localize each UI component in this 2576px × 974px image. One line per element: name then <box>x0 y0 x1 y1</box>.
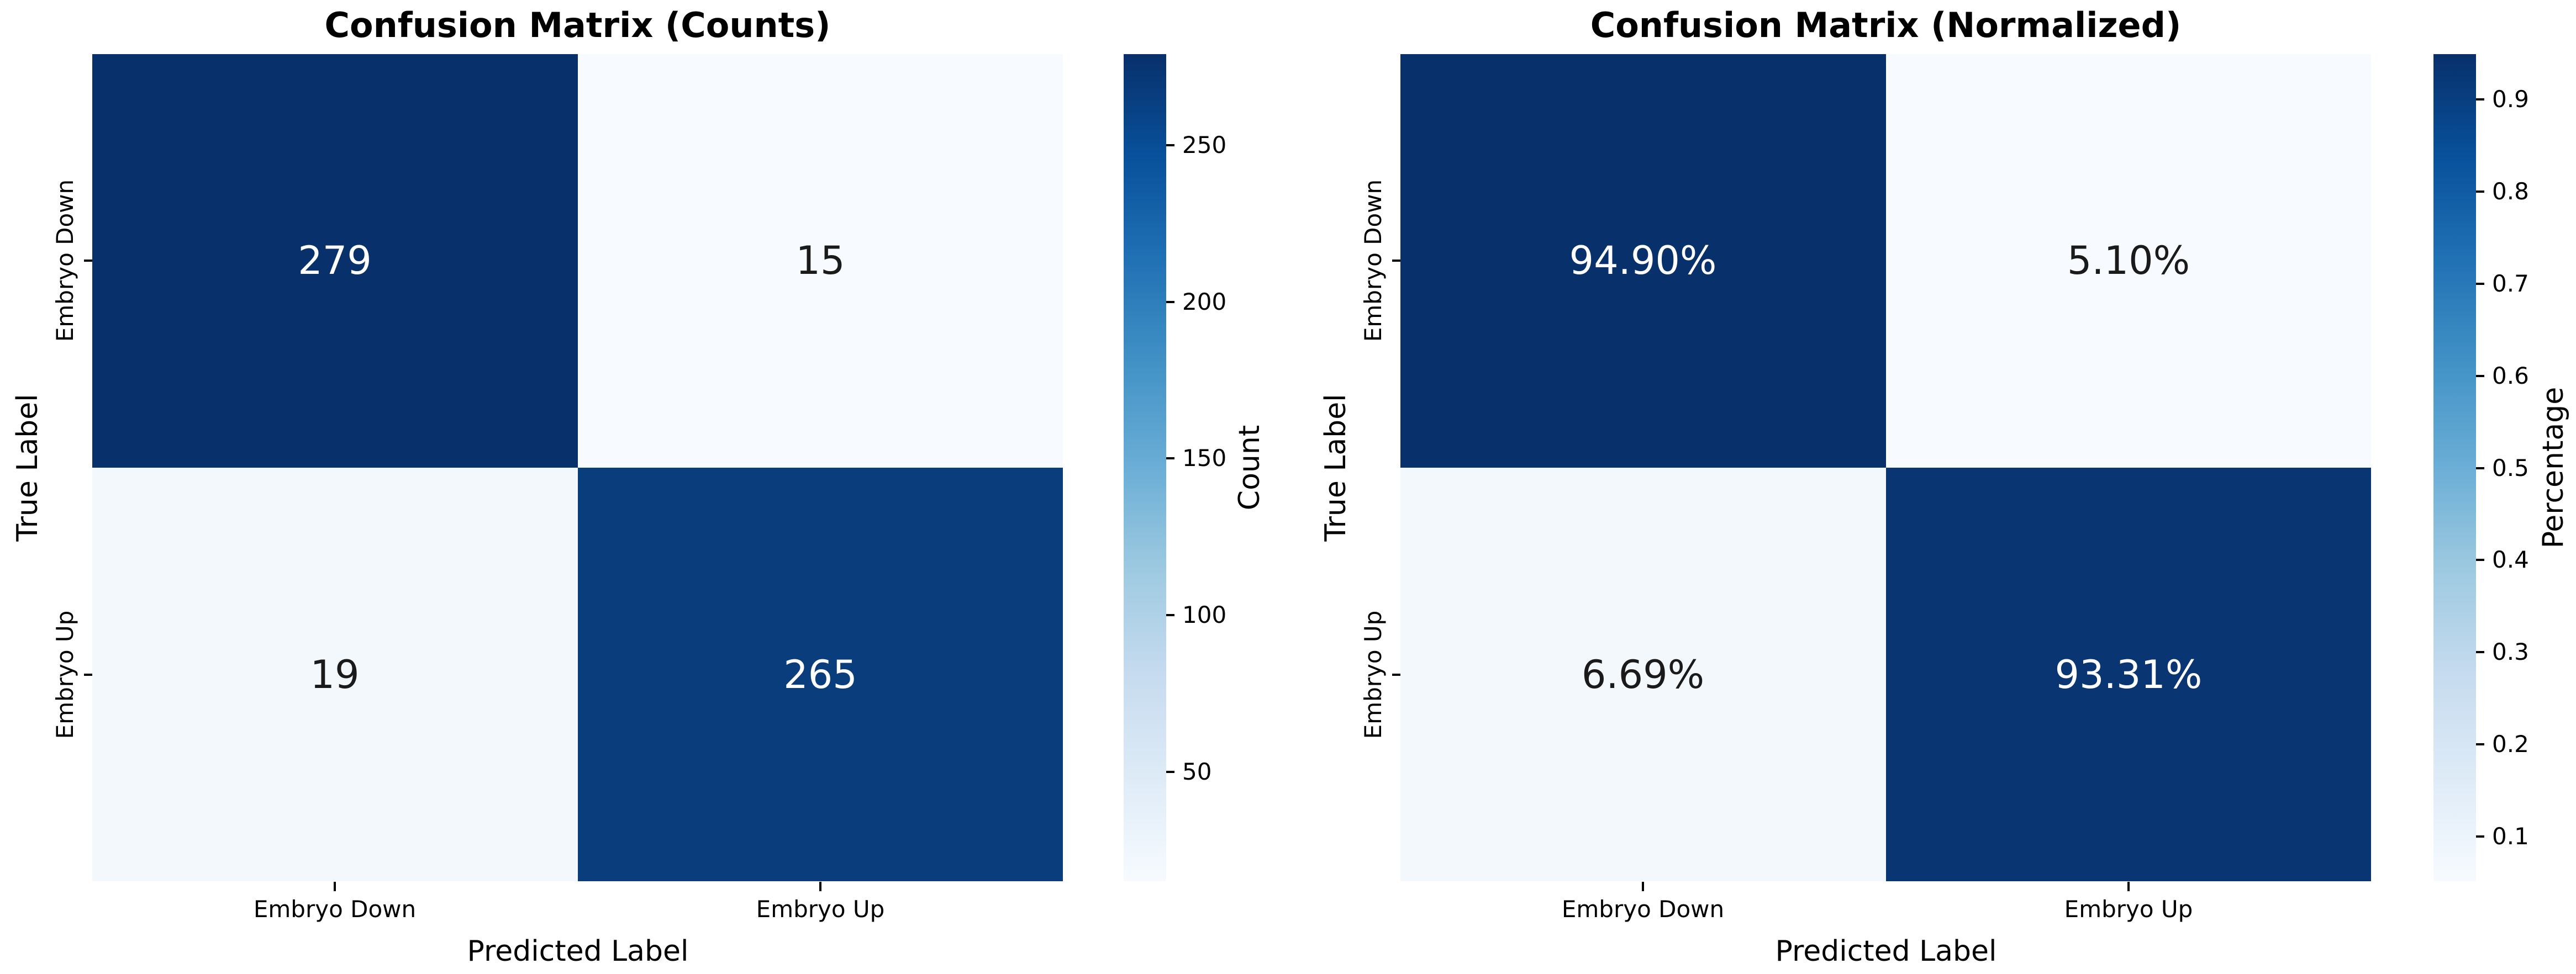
x-tick-mark <box>2127 882 2130 891</box>
colorbar-tick-label: 0.1 <box>2492 823 2529 850</box>
heatmap-cell <box>1885 468 2371 881</box>
colorbar-tick-label: 250 <box>1182 131 1227 158</box>
cell-value: 279 <box>298 238 372 283</box>
colorbar-tick-label: 50 <box>1182 758 1212 785</box>
colorbar-tick-mark <box>1166 144 1174 146</box>
x-tick-label: Embryo Down <box>253 896 417 923</box>
heatmap-cell <box>1400 54 1886 468</box>
colorbar-label: Percentage <box>2536 387 2570 549</box>
percentage-colorbar <box>2433 54 2476 881</box>
heatmap-cell <box>1885 54 2371 468</box>
colorbar-tick-label: 0.2 <box>2492 730 2529 758</box>
heatmap-cell <box>92 54 578 468</box>
cell-value: 5.10% <box>2067 238 2190 283</box>
colorbar-label: Count <box>1232 425 1266 511</box>
x-axis-label: Predicted Label <box>467 935 689 968</box>
y-tick-mark <box>84 260 92 262</box>
colorbar-tick-label: 0.3 <box>2492 638 2529 665</box>
colorbar-tick-label: 0.7 <box>2492 270 2529 297</box>
colorbar-tick-label: 0.8 <box>2492 178 2529 205</box>
colorbar-tick-mark <box>2476 651 2484 653</box>
colorbar-tick-mark <box>2476 283 2484 285</box>
x-tick-mark <box>819 882 821 891</box>
colorbar-tick-label: 0.9 <box>2492 86 2529 113</box>
heatmap-cell <box>577 468 1063 881</box>
y-axis-label: True Label <box>10 394 44 542</box>
heatmap-cell <box>1400 468 1886 881</box>
colorbar-tick-mark <box>2476 559 2484 561</box>
cell-value: 93.31% <box>2055 652 2203 697</box>
colorbar-tick-mark <box>1166 614 1174 616</box>
right-chart-title: Confusion Matrix (Normalized) <box>1590 5 2182 45</box>
x-tick-label: Embryo Up <box>2064 896 2193 923</box>
colorbar-tick-mark <box>2476 743 2484 745</box>
cell-value: 15 <box>796 238 845 283</box>
colorbar-tick-mark <box>2476 190 2484 193</box>
count-colorbar <box>1124 54 1166 881</box>
colorbar-tick-mark <box>2476 835 2484 838</box>
x-tick-label: Embryo Down <box>1561 896 1725 923</box>
y-tick-label: Embryo Down <box>1359 179 1387 342</box>
y-tick-mark <box>84 674 92 676</box>
left-chart-title: Confusion Matrix (Counts) <box>324 5 831 45</box>
heatmap-cell <box>92 468 578 881</box>
right-heatmap <box>1400 54 2371 881</box>
y-tick-mark <box>1392 674 1400 676</box>
colorbar-tick-mark <box>2476 467 2484 469</box>
cell-value: 19 <box>310 652 360 697</box>
colorbar-tick-mark <box>2476 375 2484 377</box>
x-axis-label: Predicted Label <box>1775 935 1997 968</box>
y-tick-label: Embryo Up <box>51 610 78 739</box>
colorbar-tick-mark <box>2476 98 2484 100</box>
colorbar-tick-label: 0.4 <box>2492 546 2529 573</box>
y-tick-label: Embryo Up <box>1359 610 1387 739</box>
y-axis-label: True Label <box>1319 394 1352 542</box>
colorbar-tick-mark <box>1166 771 1174 773</box>
y-tick-label: Embryo Down <box>51 179 78 342</box>
y-tick-mark <box>1392 260 1400 262</box>
colorbar-tick-label: 0.5 <box>2492 454 2529 481</box>
cell-value: 94.90% <box>1569 238 1717 283</box>
colorbar-tick-mark <box>1166 457 1174 459</box>
colorbar-tick-mark <box>1166 301 1174 303</box>
colorbar-tick-label: 0.6 <box>2492 362 2529 389</box>
cell-value: 6.69% <box>1581 652 1705 697</box>
colorbar-tick-label: 200 <box>1182 288 1227 315</box>
colorbar-tick-label: 100 <box>1182 601 1227 628</box>
x-tick-mark <box>334 882 336 891</box>
x-tick-label: Embryo Up <box>756 896 885 923</box>
colorbar-tick-label: 150 <box>1182 444 1227 472</box>
x-tick-mark <box>1642 882 1644 891</box>
cell-value: 265 <box>783 652 857 697</box>
left-heatmap <box>92 54 1063 881</box>
heatmap-cell <box>577 54 1063 468</box>
